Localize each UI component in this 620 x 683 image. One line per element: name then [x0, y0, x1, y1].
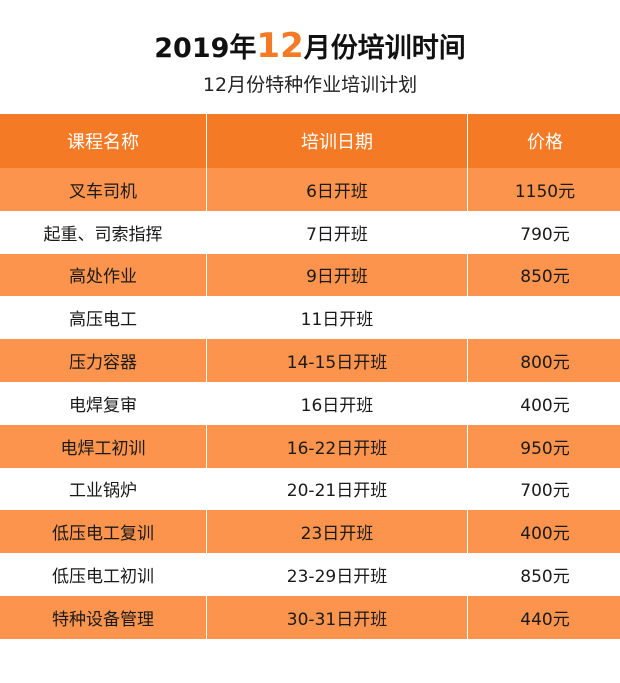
price-cell: 440元: [467, 595, 620, 639]
page-title: 2019年12月份培训时间: [0, 26, 620, 69]
price-cell: 700元: [467, 467, 620, 511]
title-highlight: 12: [256, 26, 304, 66]
table-row: 电焊工初训 16-22日开班 950元: [0, 424, 620, 468]
course-name-cell: 压力容器: [0, 339, 207, 382]
training-date-cell: 23-29日开班: [206, 553, 468, 596]
course-name-cell: 工业锅炉: [0, 467, 207, 511]
header-training-date: 培训日期: [206, 114, 468, 168]
price-cell: 400元: [467, 510, 620, 554]
header-price: 价格: [467, 114, 620, 168]
course-name-cell: 低压电工复训: [0, 510, 207, 554]
table-row: 叉车司机 6日开班 1150元: [0, 168, 620, 211]
course-name-cell: 起重、司索指挥: [0, 210, 207, 254]
price-cell: 850元: [467, 553, 620, 596]
course-name-cell: 低压电工初训: [0, 553, 207, 596]
table-row: 起重、司索指挥 7日开班 790元: [0, 210, 620, 254]
price-cell: 1150元: [467, 168, 620, 211]
table-row: 压力容器 14-15日开班 800元: [0, 339, 620, 382]
course-name-cell: 特种设备管理: [0, 595, 207, 639]
table-header-row: 课程名称 培训日期 价格: [0, 114, 620, 168]
title-prefix: 2019年: [154, 33, 257, 64]
price-cell: 800元: [467, 339, 620, 382]
table-row: 低压电工初训 23-29日开班 850元: [0, 553, 620, 596]
training-date-cell: 30-31日开班: [206, 595, 468, 639]
price-cell: 950元: [467, 424, 620, 468]
training-date-cell: 23日开班: [206, 510, 468, 554]
training-date-cell: 11日开班: [206, 296, 468, 340]
training-date-cell: 6日开班: [206, 168, 468, 211]
table-row: 低压电工复训 23日开班 400元: [0, 510, 620, 554]
price-cell: 790元: [467, 210, 620, 254]
course-name-cell: 高压电工: [0, 296, 207, 340]
training-date-cell: 7日开班: [206, 210, 468, 254]
price-cell: 850元: [467, 253, 620, 297]
table-row: 高处作业 9日开班 850元: [0, 253, 620, 297]
page-subtitle: 12月份特种作业培训计划: [202, 74, 418, 96]
training-date-cell: 20-21日开班: [206, 467, 468, 511]
training-date-cell: 16-22日开班: [206, 424, 468, 468]
course-name-cell: 高处作业: [0, 253, 207, 297]
training-schedule-table: 课程名称 培训日期 价格 叉车司机 6日开班 1150元 起重、司索指挥 7日开班 790…: [0, 114, 620, 639]
course-name-cell: 电焊工初训: [0, 424, 207, 468]
price-cell: 400元: [467, 381, 620, 425]
table-row: 特种设备管理 30-31日开班 440元: [0, 595, 620, 639]
training-date-cell: 9日开班: [206, 253, 468, 297]
course-name-cell: 叉车司机: [0, 168, 207, 211]
header-course-name: 课程名称: [0, 114, 207, 168]
course-name-cell: 电焊复审: [0, 381, 207, 425]
training-date-cell: 16日开班: [206, 381, 468, 425]
title-suffix: 月份培训时间: [303, 33, 466, 64]
training-date-cell: 14-15日开班: [206, 339, 468, 382]
table-body: 叉车司机 6日开班 1150元 起重、司索指挥 7日开班 790元 高处作业 9日开班 850元…: [0, 168, 620, 639]
table-row: 工业锅炉 20-21日开班 700元: [0, 467, 620, 511]
price-cell: [467, 296, 620, 340]
table-row: 电焊复审 16日开班 400元: [0, 381, 620, 425]
table-row: 高压电工 11日开班: [0, 296, 620, 340]
